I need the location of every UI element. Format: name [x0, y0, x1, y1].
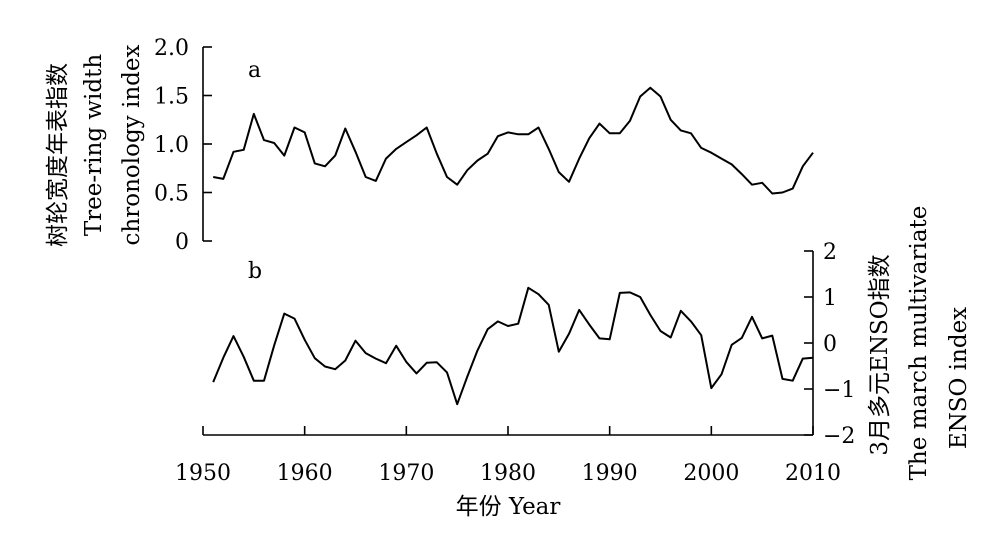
panel-a-tree-ring-chart: 0 0.5 1.0 1.5 2.0 a 树轮宽度年表指数 Tree-ring width… — [45, 36, 814, 255]
panel-b-y-tick-label: 1 — [823, 286, 837, 311]
panel-a-y-tick-label: 0.5 — [154, 182, 189, 207]
panel-b-y-tick-label: 2 — [823, 240, 837, 265]
x-tick-label: 2010 — [785, 461, 841, 486]
panel-a-series-line — [213, 86, 814, 195]
x-tick-label: 1990 — [582, 461, 638, 486]
x-tick-label: 1950 — [175, 461, 231, 486]
panel-b-series-line — [212, 286, 814, 406]
panel-a-y-ticks: 0 0.5 1.0 1.5 2.0 — [154, 36, 212, 255]
panel-b-label: b — [248, 259, 262, 284]
panel-b-ylabel-line-3: ENSO index — [946, 307, 972, 449]
panel-b-enso-chart: −2 −1 0 1 2 1950 1960 1970 1980 1990 2000 2010 b 3… — [175, 206, 972, 486]
x-axis-label: 年份 Year — [456, 494, 561, 520]
x-ticks: 1950 1960 1970 1980 1990 2000 2010 — [175, 426, 841, 486]
panel-a-y-tick-label: 1.0 — [154, 133, 189, 158]
panel-a-ylabel-line-2: Tree-ring width — [81, 54, 107, 237]
panel-a-y-tick-label: 0 — [175, 230, 189, 255]
panel-a-ylabel-line-1: 树轮宽度年表指数 — [45, 63, 71, 247]
x-tick-label: 1980 — [480, 461, 536, 486]
panel-a-label: a — [248, 58, 261, 83]
x-tick-label: 2000 — [683, 461, 739, 486]
panel-b-y-tick-label: −1 — [823, 378, 855, 403]
panel-a-y-tick-label: 2.0 — [154, 36, 189, 61]
x-tick-label: 1960 — [277, 461, 333, 486]
panel-b-ylabel-line-2: The march multivariate — [906, 206, 932, 481]
panel-a-ylabel-line-3: chronology index — [119, 45, 145, 246]
panel-a-y-tick-label: 1.5 — [154, 85, 189, 110]
panel-b-y-ticks: −2 −1 0 1 2 — [804, 240, 855, 449]
panel-b-ylabel-line-1: 3月多元ENSO指数 — [867, 254, 893, 455]
panel-b-y-tick-label: −2 — [823, 424, 855, 449]
x-tick-label: 1970 — [378, 461, 434, 486]
panel-b-y-tick-label: 0 — [823, 332, 837, 357]
